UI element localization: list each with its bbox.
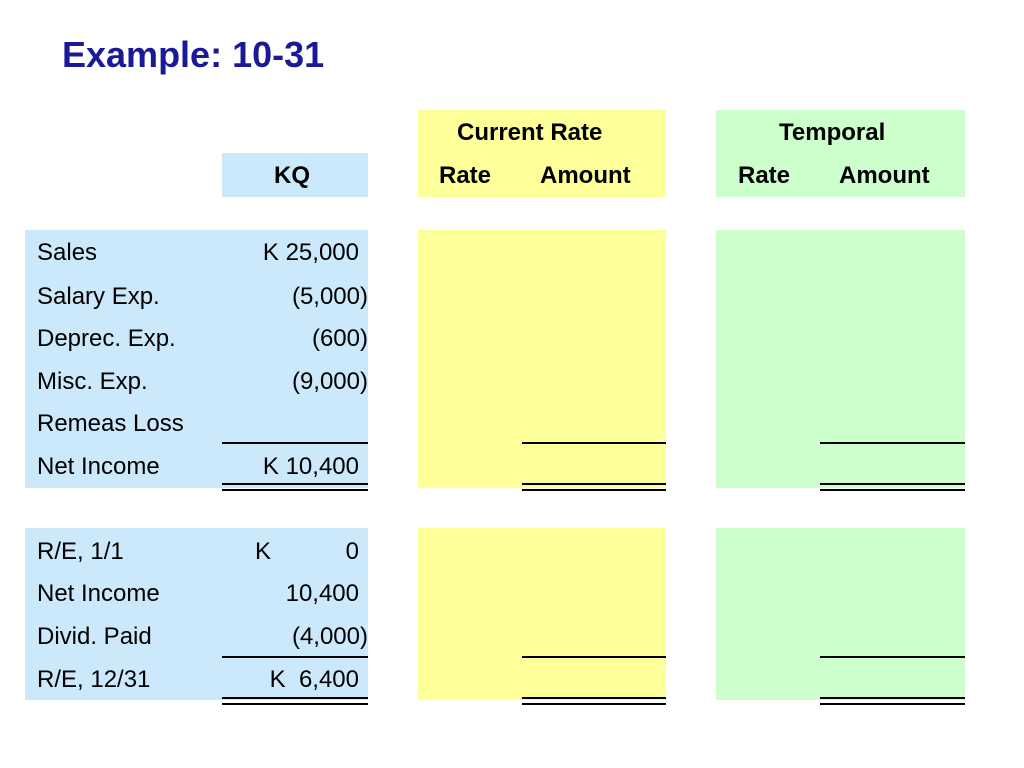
current-rate-amount-header: Amount [540, 162, 631, 189]
kq-subtotal-rule [222, 442, 368, 444]
current-rate-total-double-rule-bottom [522, 489, 666, 491]
divid-paid-label: Divid. Paid [37, 623, 152, 650]
retained-earnings-current-rate-panel [418, 528, 666, 700]
re-temporal-subtotal-rule [820, 656, 965, 658]
current-rate-total-double-rule-top [522, 483, 666, 485]
income-statement-current-rate-panel [418, 230, 666, 488]
current-rate-rate-header: Rate [439, 162, 492, 189]
kq-column-header: KQ [274, 162, 310, 189]
deprec-exp-kq-value: (600) [311, 325, 368, 352]
net-income-kq-value: K 10,400 [262, 453, 359, 480]
deprec-exp-label: Deprec. Exp. [37, 325, 176, 352]
kq-total-double-rule-bottom [222, 489, 368, 491]
page-title: Example: 10-31 [62, 34, 325, 75]
kq-total-double-rule-top [222, 483, 368, 485]
income-statement-kq-panel [25, 230, 368, 488]
retained-earnings-temporal-panel [716, 528, 965, 700]
re-beginning-label: R/E, 1/1 [37, 538, 124, 565]
re-temporal-total-double-rule-top [820, 697, 965, 699]
re-net-income-kq-value: 10,400 [285, 580, 359, 607]
income-statement-temporal-panel [716, 230, 965, 488]
temporal-total-double-rule-top [820, 483, 965, 485]
current-rate-header: Current Rate [457, 119, 603, 146]
kq-header-box [222, 153, 368, 197]
re-beginning-kq-value: 0 [345, 538, 359, 565]
misc-exp-kq-value: (9,000) [291, 368, 368, 395]
current-rate-header-box [418, 110, 666, 197]
re-kq-total-double-rule-top [222, 697, 368, 699]
sales-kq-value: K 25,000 [262, 239, 359, 266]
re-temporal-total-double-rule-bottom [820, 703, 965, 705]
re-current-rate-subtotal-rule [522, 656, 666, 658]
salary-exp-kq-value: (5,000) [291, 283, 368, 310]
re-ending-label: R/E, 12/31 [37, 666, 151, 693]
re-kq-subtotal-rule [222, 656, 368, 658]
temporal-subtotal-rule [820, 442, 965, 444]
re-ending-kq-value: K 6,400 [269, 666, 359, 693]
temporal-rate-header: Rate [738, 162, 791, 189]
sales-label: Sales [37, 239, 98, 266]
net-income-label: Net Income [37, 453, 160, 480]
re-current-rate-total-double-rule-bottom [522, 703, 666, 705]
re-kq-total-double-rule-bottom [222, 703, 368, 705]
temporal-header-box [716, 110, 965, 197]
temporal-header: Temporal [779, 119, 886, 146]
remeas-loss-label: Remeas Loss [37, 410, 184, 437]
temporal-total-double-rule-bottom [820, 489, 965, 491]
current-rate-subtotal-rule [522, 442, 666, 444]
re-current-rate-total-double-rule-top [522, 697, 666, 699]
re-net-income-label: Net Income [37, 580, 160, 607]
salary-exp-label: Salary Exp. [37, 283, 160, 310]
temporal-amount-header: Amount [839, 162, 930, 189]
re-beginning-kq-prefix: K [255, 538, 272, 565]
divid-paid-kq-value: (4,000) [291, 623, 368, 650]
misc-exp-label: Misc. Exp. [37, 368, 148, 395]
retained-earnings-kq-panel [25, 528, 368, 700]
